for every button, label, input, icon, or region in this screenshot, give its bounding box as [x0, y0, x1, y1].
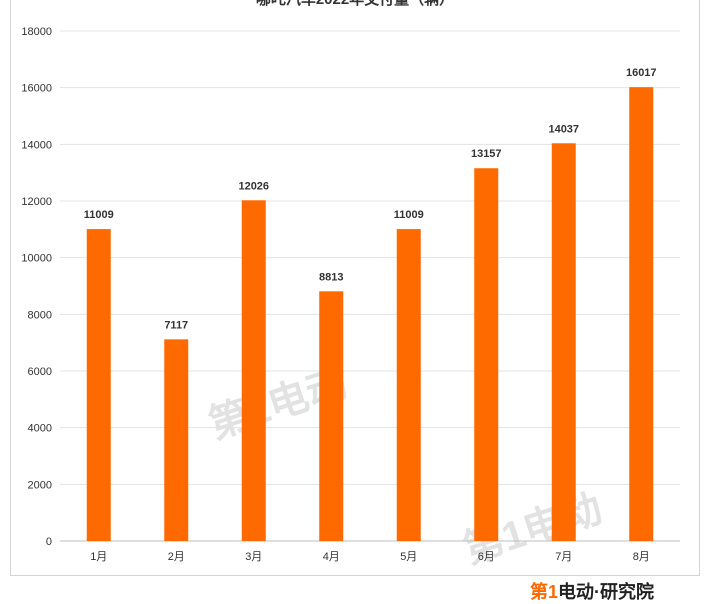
y-tick-label: 6000: [28, 366, 52, 378]
x-tick-label: 1月: [90, 551, 107, 563]
x-tick-label: 3月: [245, 551, 262, 563]
y-tick-label: 18000: [21, 26, 52, 38]
data-label: 11009: [84, 209, 114, 221]
bar: [551, 143, 576, 541]
footer-logo-separator: ·: [594, 582, 601, 602]
footer-logo: 第1电动·研究院: [530, 578, 654, 604]
data-label: 14037: [548, 123, 579, 135]
y-tick-label: 14000: [21, 139, 52, 151]
data-label: 16017: [626, 67, 657, 79]
data-label: 8813: [319, 271, 343, 283]
y-tick-label: 10000: [21, 253, 52, 265]
data-label: 12026: [238, 180, 269, 192]
x-tick-label: 2月: [168, 551, 185, 563]
footer-logo-text: 第: [530, 582, 548, 602]
bar: [629, 87, 654, 541]
chart-frame: [10, 0, 700, 576]
data-label: 7117: [164, 319, 188, 331]
x-tick-label: 4月: [323, 551, 340, 563]
x-tick-label: 5月: [400, 551, 417, 563]
y-tick-label: 8000: [28, 309, 52, 321]
y-tick-label: 2000: [28, 479, 52, 491]
y-tick-label: 0: [46, 536, 52, 548]
footer-logo-text: 研究院: [600, 582, 655, 602]
footer-logo-text: 电动: [558, 582, 595, 602]
data-label: 11009: [394, 209, 424, 221]
bar: [396, 229, 421, 541]
bar: [319, 291, 344, 541]
bar: [86, 229, 111, 541]
footer-logo-text: 1: [548, 582, 559, 602]
x-tick-label: 6月: [478, 551, 495, 563]
y-tick-label: 12000: [21, 196, 52, 208]
bar: [474, 168, 499, 542]
x-tick-label: 8月: [633, 551, 650, 563]
y-tick-label: 4000: [28, 423, 52, 435]
x-tick-label: 7月: [555, 551, 572, 563]
bar: [164, 339, 189, 541]
bar: [241, 200, 266, 541]
y-tick-label: 16000: [21, 83, 52, 95]
data-label: 13157: [471, 148, 502, 160]
chart-title: 哪吒汽车2022年交付量（辆）: [0, 0, 710, 9]
